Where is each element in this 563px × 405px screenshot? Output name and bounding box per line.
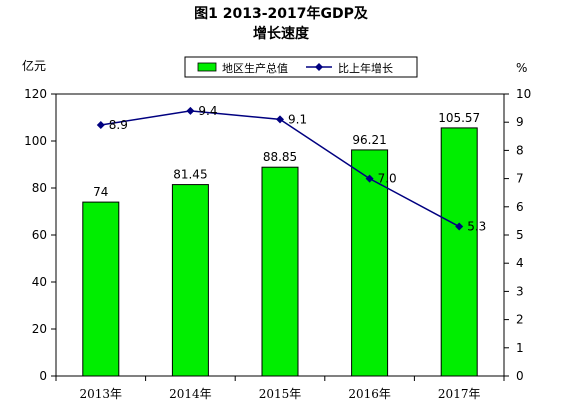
right-axis-tick-label: 3 <box>516 284 524 298</box>
bar-data-label: 88.85 <box>263 150 297 164</box>
growth-point <box>96 121 105 130</box>
growth-point <box>365 174 374 183</box>
growth-data-label: 9.4 <box>198 104 217 118</box>
right-axis-tick-label: 1 <box>516 341 524 355</box>
legend-box <box>184 56 418 78</box>
left-axis-tick-label: 20 <box>32 322 47 336</box>
left-axis-tick-label: 100 <box>24 134 47 148</box>
chart-title: 图1 2013-2017年GDP及 <box>194 5 369 22</box>
legend-marker-growth <box>315 63 323 71</box>
bar-gdp <box>171 184 209 377</box>
right-axis-tick-label: 10 <box>516 87 531 101</box>
right-axis-tick-label: 6 <box>516 200 524 214</box>
left-axis-unit: 亿元 <box>22 58 46 73</box>
x-axis-category-label: 2014年 <box>169 387 212 401</box>
bar-data-label: 74 <box>93 185 108 199</box>
right-axis-unit: % <box>516 61 527 75</box>
x-axis-category-label: 2013年 <box>80 387 123 401</box>
bar-gdp <box>261 166 299 377</box>
right-axis-tick-label: 9 <box>516 115 524 129</box>
x-axis-category-label: 2015年 <box>259 387 302 401</box>
growth-point <box>455 222 464 231</box>
x-axis-category-label: 2016年 <box>348 387 391 401</box>
left-axis-tick-label: 40 <box>32 275 47 289</box>
legend: 地区生产总值 比上年增长 <box>184 56 418 78</box>
bar-gdp <box>440 127 478 377</box>
growth-point <box>186 106 195 115</box>
bar-data-label: 105.57 <box>438 111 480 125</box>
left-axis-tick-label: 0 <box>39 369 47 383</box>
bar-data-label: 96.21 <box>352 133 386 147</box>
chart-subtitle: 增长速度 <box>253 25 310 42</box>
growth-data-label: 7.0 <box>378 172 397 186</box>
left-axis-tick-label: 80 <box>32 181 47 195</box>
growth-data-label: 8.9 <box>109 118 128 132</box>
legend-label-growth: 比上年增长 <box>338 61 393 75</box>
legend-label-gdp: 地区生产总值 <box>222 61 288 75</box>
x-axis-category-label: 2017年 <box>438 387 481 401</box>
growth-point <box>276 115 284 124</box>
growth-data-label: 5.3 <box>467 220 486 234</box>
legend-swatch-gdp <box>197 62 217 72</box>
right-axis-tick-label: 2 <box>516 313 524 327</box>
right-axis-tick-label: 8 <box>516 143 524 157</box>
growth-data-label: 9.1 <box>288 112 307 126</box>
right-axis-tick-label: 4 <box>516 256 524 270</box>
bar-gdp <box>82 201 120 377</box>
right-axis-tick-label: 7 <box>516 172 524 186</box>
left-axis-tick-label: 120 <box>24 87 47 101</box>
bar-gdp <box>351 149 389 377</box>
left-axis-tick-label: 60 <box>32 228 47 242</box>
bar-data-label: 81.45 <box>173 168 207 182</box>
right-axis-tick-label: 0 <box>516 369 524 383</box>
right-axis-tick-label: 5 <box>516 228 524 242</box>
